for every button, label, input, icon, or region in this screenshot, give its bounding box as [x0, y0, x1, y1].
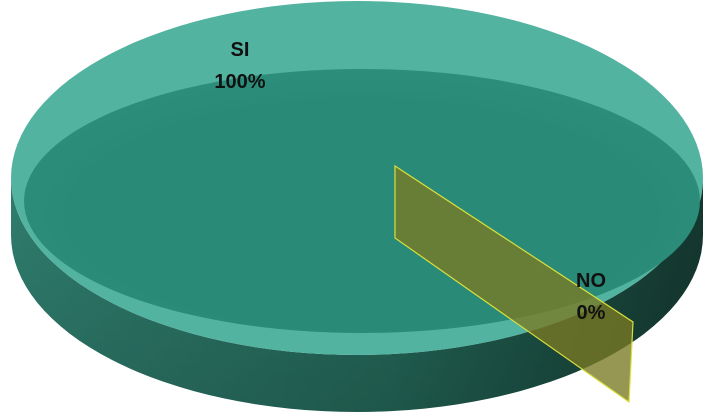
slice-label-si: SI: [231, 39, 250, 61]
pie-slice-si-side-shade: [11, 178, 703, 412]
slice-value-no: 0%: [577, 302, 606, 324]
pie-slice-si-top-inner: [24, 69, 700, 333]
slice-label-no: NO: [576, 270, 606, 292]
pie-slice-no: [394, 164, 634, 404]
pie-slice-no-plane: [394, 164, 634, 404]
slice-value-si: 100%: [214, 71, 265, 93]
